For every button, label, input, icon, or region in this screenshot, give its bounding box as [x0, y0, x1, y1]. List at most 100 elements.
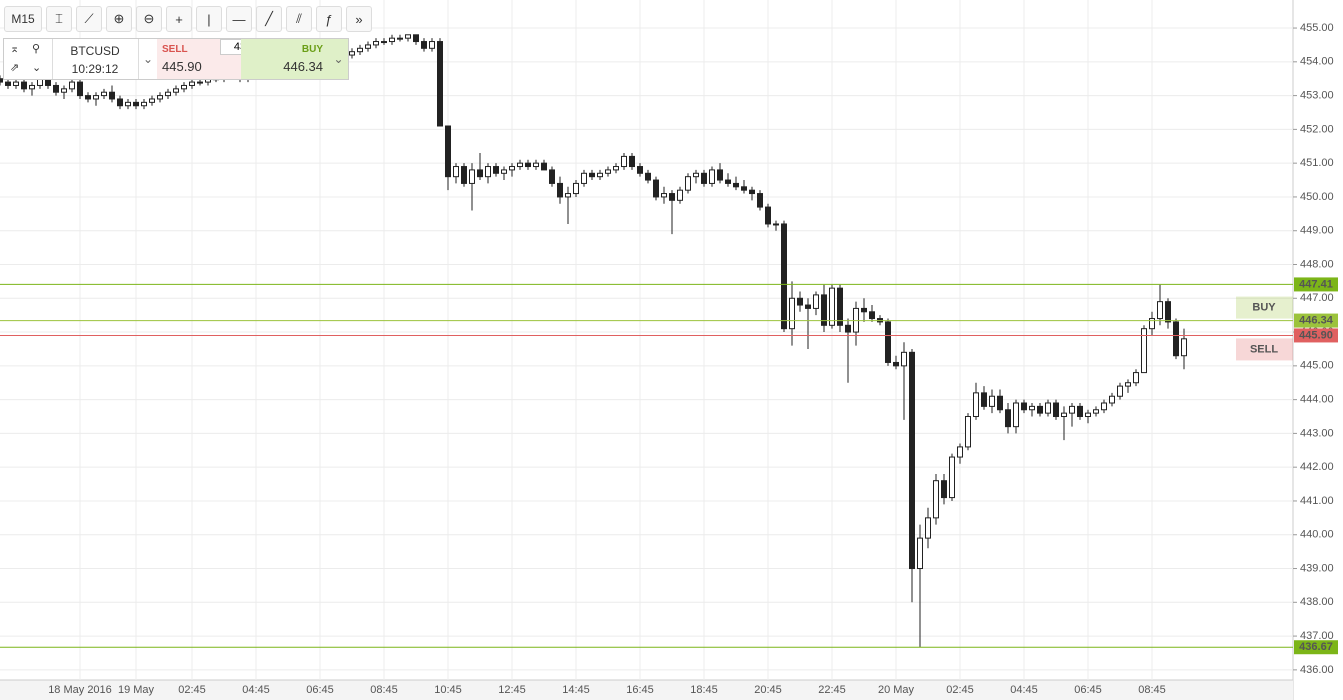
candle-body [733, 182, 739, 188]
candle-body [61, 88, 67, 93]
price-tag-label: 447.41 [1299, 278, 1333, 290]
candle-body [709, 169, 715, 184]
candle-body [157, 95, 163, 100]
panel-icons[interactable]: ⌅ ⚲ ⇗ ⌄ [4, 39, 53, 79]
candle-body [29, 84, 35, 90]
candle-body [517, 162, 523, 168]
candle-body [1173, 321, 1179, 357]
candle-body [861, 307, 867, 313]
indicators-button[interactable]: ⟋ [76, 6, 102, 32]
candle-body [541, 162, 547, 171]
y-tick-label: 437.00 [1300, 630, 1334, 642]
y-axis-area [1293, 0, 1343, 700]
x-tick-label: 04:45 [242, 684, 270, 696]
y-tick-label: 447.00 [1300, 292, 1334, 304]
x-tick-label: 16:45 [626, 684, 654, 696]
candle-body [493, 166, 499, 174]
y-tick-label: 443.00 [1300, 427, 1334, 439]
candle-body [869, 311, 875, 320]
vertical-line-button[interactable]: | [196, 6, 222, 32]
candle-body [933, 480, 939, 519]
buy-dropdown[interactable]: ⌄ [329, 39, 348, 79]
candle-body [1149, 318, 1155, 330]
candle-body [1157, 301, 1163, 320]
candle-body [181, 84, 187, 90]
candle-body [885, 321, 891, 363]
fib-button[interactable]: ƒ [316, 6, 342, 32]
candle-body [109, 91, 115, 100]
y-tick-label: 445.00 [1300, 360, 1334, 372]
price-line-tag [1236, 338, 1293, 361]
candle-body [789, 297, 795, 330]
candle-body [125, 101, 131, 107]
candle-body [693, 172, 699, 178]
buy-button[interactable]: BUY 446.34 [241, 39, 329, 79]
x-tick-label: 12:45 [498, 684, 526, 696]
y-tick-label: 444.00 [1300, 394, 1334, 406]
candle-body [397, 37, 403, 40]
chart-type-button[interactable]: ⌶ [46, 6, 72, 32]
candle-body [421, 41, 427, 49]
candle-body [69, 81, 75, 90]
candle-body [101, 91, 107, 97]
candle-body [149, 98, 155, 103]
sell-dropdown[interactable]: ⌄ [138, 39, 157, 79]
price-tag [1294, 640, 1338, 655]
channel-button[interactable]: ⫽ [286, 6, 312, 32]
candle-body [85, 95, 91, 100]
y-tick-label: 438.00 [1300, 596, 1334, 608]
candle-body [1109, 395, 1115, 404]
candle-body [981, 392, 987, 407]
candle-body [957, 446, 963, 458]
candle-body [93, 95, 99, 100]
candle-body [637, 166, 643, 174]
candle-body [685, 176, 691, 191]
candle-body [469, 169, 475, 184]
price-line-tag [1236, 296, 1293, 319]
candle-body [613, 166, 619, 171]
price-line-name: BUY [1252, 301, 1276, 313]
candle-body [133, 101, 139, 107]
more-button[interactable]: » [346, 6, 372, 32]
zoom-in-button[interactable]: ⊕ [106, 6, 132, 32]
candle-body [997, 395, 1003, 411]
candle-body [0, 78, 3, 83]
candle-body [365, 44, 371, 49]
timeframe-button[interactable]: M15 [4, 6, 42, 32]
crosshair-button[interactable]: + [166, 6, 192, 32]
candle-body [837, 287, 843, 326]
candle-body [989, 395, 995, 407]
trend-line-button[interactable]: ╱ [256, 6, 282, 32]
candle-body [445, 125, 451, 178]
x-axis-area [0, 680, 1293, 700]
candle-body [525, 162, 531, 168]
y-tick-label: 436.00 [1300, 664, 1334, 676]
candle-body [373, 41, 379, 46]
zoom-out-button[interactable]: ⊖ [136, 6, 162, 32]
candle-body [5, 81, 11, 86]
candle-body [165, 91, 171, 97]
candle-body [533, 162, 539, 168]
candle-body [917, 537, 923, 570]
candle-body [1021, 402, 1027, 411]
x-tick-label: 20:45 [754, 684, 782, 696]
candle-body [1117, 385, 1123, 397]
candle-body [437, 41, 443, 127]
candle-body [717, 169, 723, 181]
candle-body [701, 172, 707, 184]
y-tick-label: 450.00 [1300, 191, 1334, 203]
candle-body [1029, 405, 1035, 411]
candle-body [741, 186, 747, 191]
price-tag-label: 436.67 [1299, 641, 1333, 653]
candle-body [1093, 409, 1099, 414]
candle-body [941, 480, 947, 499]
candle-body [1037, 405, 1043, 414]
x-tick-label: 02:45 [946, 684, 974, 696]
candle-body [1077, 405, 1083, 418]
candle-body [949, 456, 955, 499]
horizontal-line-button[interactable]: — [226, 6, 252, 32]
toolbar: M15 ⌶ ⟋ ⊕ ⊖ + | — ╱ ⫽ ƒ » [4, 6, 372, 32]
sell-price: 445.90 [162, 59, 202, 74]
candle-body [349, 51, 355, 56]
candle-body [13, 81, 19, 86]
